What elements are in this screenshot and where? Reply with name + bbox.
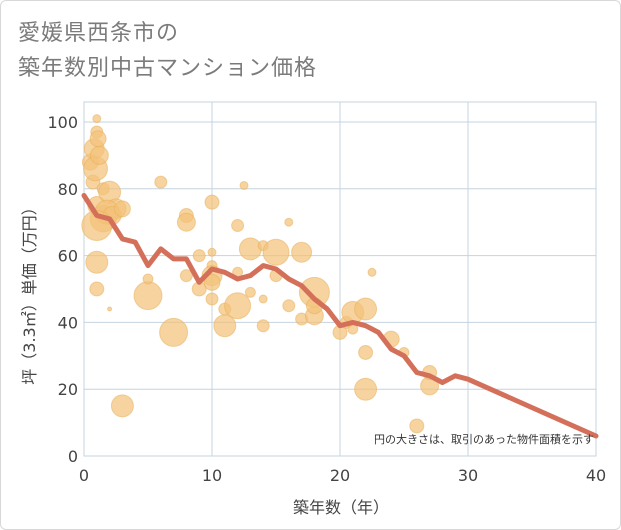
average-price-line [81,193,599,439]
bubble-point [367,267,377,277]
bubble-point [85,250,109,274]
bubble-point [256,319,270,333]
title-line-1: 愛媛県西条市の [18,21,180,46]
bubble-point [358,344,374,360]
bubble-point [203,273,221,291]
grid-lines [83,101,597,457]
chart-title: 愛媛県西条市の 築年数別中古マンション価格 [18,16,317,86]
bubble-point [142,273,154,285]
bubble-point [179,269,193,283]
x-tick-label: 0 [79,466,89,485]
bubble-point [92,114,102,124]
x-tick-label: 30 [458,466,478,485]
y-tick-label: 60 [58,247,78,266]
bubble-point [204,194,220,210]
bubble-point [107,306,113,312]
x-tick-label: 10 [202,466,222,485]
bubble-point [205,292,219,306]
y-tick-label: 100 [47,113,78,132]
bubble-layer [81,114,440,434]
bubble-point [244,286,256,298]
y-tick-label: 40 [58,313,78,332]
y-tick-label: 20 [58,380,78,399]
bubble-point [133,281,163,311]
bubble-point [354,297,378,321]
y-tick-label: 80 [58,180,78,199]
bubble-point [291,241,313,263]
bubble-point [159,317,189,347]
x-tick-label: 20 [330,466,350,485]
bubble-point [224,292,252,320]
bubble-point [258,294,268,304]
bubble-point [154,175,168,189]
bubble-point [89,145,109,165]
bubble-point [113,200,131,218]
y-axis-label: 坪（3.3㎡）単価（万円） [20,199,39,384]
bubble-point [282,299,296,313]
x-tick-label: 40 [586,466,606,485]
x-axis-label: 築年数（年） [293,498,389,517]
title-line-2: 築年数別中古マンション価格 [18,56,318,81]
bubble-point [231,219,245,233]
bubble-point [176,212,196,232]
size-note: 円の大きさは、取引のあった物件面積を示す [374,432,594,446]
y-tick-label: 0 [68,447,78,466]
bubble-point [238,237,262,261]
y-tick-labels: 0 20 40 60 80 100 [47,113,78,466]
x-tick-labels: 0 10 20 30 40 [79,466,606,485]
bubble-point [89,281,105,297]
bubble-point [207,247,217,257]
bubble-point [409,418,425,434]
bubble-point [262,238,290,266]
bubble-point [89,130,107,148]
bubble-point [110,394,134,418]
bubble-point [284,217,294,227]
bubble-point [239,180,249,190]
bubble-point [192,249,206,263]
bubble-point [354,377,378,401]
